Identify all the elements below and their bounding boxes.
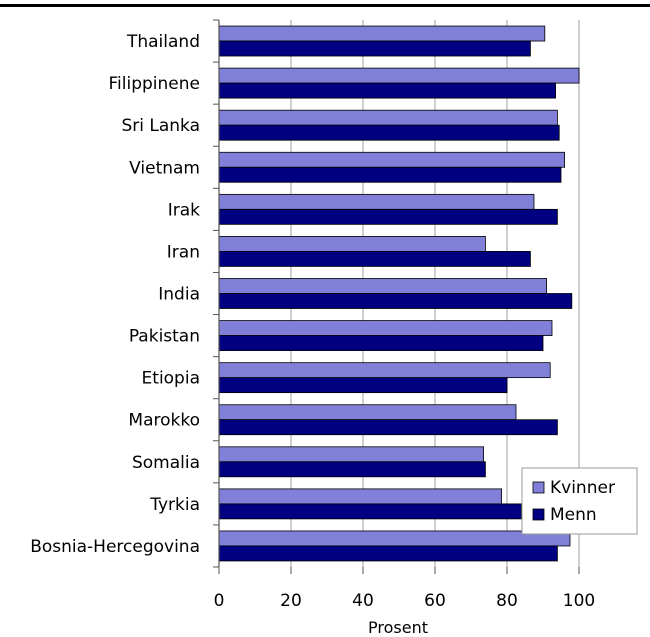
- top-rule: [0, 4, 650, 7]
- category-labels: Thailand Filippinene Sri Lanka Vietnam Irak I…: [30, 32, 200, 557]
- bar-kvinner-sri-lanka: [218, 109, 558, 126]
- bar-kvinner-etiopia: [218, 362, 551, 379]
- bar-kvinner-filippinene: [218, 67, 580, 84]
- category-label: Thailand: [126, 32, 200, 52]
- category-label: Iran: [167, 242, 200, 262]
- category-label: Somalia: [132, 453, 200, 473]
- bar-menn-vietnam: [218, 166, 562, 183]
- bar-menn-india: [218, 293, 573, 309]
- bar-kvinner-thailand: [218, 25, 546, 42]
- category-label: Pakistan: [129, 327, 200, 347]
- x-tick-label: 60: [424, 591, 446, 611]
- bar-kvinner-iran: [218, 236, 486, 252]
- bar-kvinner-bosnia-hercegovina: [218, 530, 571, 547]
- bar-menn-bosnia-hercegovina: [218, 545, 558, 562]
- bars: [218, 25, 580, 562]
- bar-menn-tyrkia: [218, 503, 522, 520]
- bar-menn-somalia: [218, 461, 486, 478]
- legend-label-kvinner: Kvinner: [550, 478, 615, 498]
- bar-menn-thailand: [218, 40, 531, 57]
- bar-kvinner-tyrkia: [218, 488, 503, 505]
- category-label: Marokko: [128, 411, 200, 431]
- legend-box: [521, 467, 638, 535]
- bar-menn-filippinene: [218, 82, 557, 99]
- category-label: Vietnam: [129, 158, 200, 178]
- x-tick-label: 100: [563, 591, 595, 611]
- category-label: Bosnia-Hercegovina: [30, 537, 200, 557]
- bar-menn-irak: [218, 208, 558, 225]
- bar-kvinner-irak: [218, 193, 535, 210]
- x-tick-label: 80: [496, 591, 518, 611]
- x-tick-label: 40: [352, 591, 374, 611]
- category-label: Irak: [168, 200, 200, 220]
- bar-kvinner-marokko: [218, 404, 517, 421]
- bar-kvinner-pakistan: [218, 320, 553, 336]
- bar-menn-sri-lanka: [218, 124, 560, 141]
- bar-menn-pakistan: [218, 335, 544, 351]
- x-tick-label: 0: [214, 591, 225, 611]
- category-label: India: [158, 285, 200, 305]
- bar-kvinner-india: [218, 278, 548, 294]
- category-label: Sri Lanka: [121, 116, 200, 136]
- legend-swatch-menn: [532, 508, 545, 521]
- legend-label-menn: Menn: [550, 505, 597, 525]
- x-tick-label: 20: [280, 591, 302, 611]
- bar-menn-iran: [218, 251, 531, 267]
- bar-kvinner-vietnam: [218, 151, 566, 168]
- bar-kvinner-somalia: [218, 446, 485, 463]
- bar-menn-etiopia: [218, 377, 508, 394]
- category-label: Tyrkia: [149, 495, 200, 515]
- category-label: Etiopia: [142, 369, 200, 389]
- legend: Kvinner Menn: [521, 467, 638, 535]
- x-axis-title: Prosent: [368, 618, 428, 637]
- legend-swatch-kvinner: [532, 481, 545, 494]
- bar-menn-marokko: [218, 419, 558, 436]
- category-label: Filippinene: [109, 74, 200, 94]
- axes: 0 20 40 60 80 100: [213, 19, 595, 611]
